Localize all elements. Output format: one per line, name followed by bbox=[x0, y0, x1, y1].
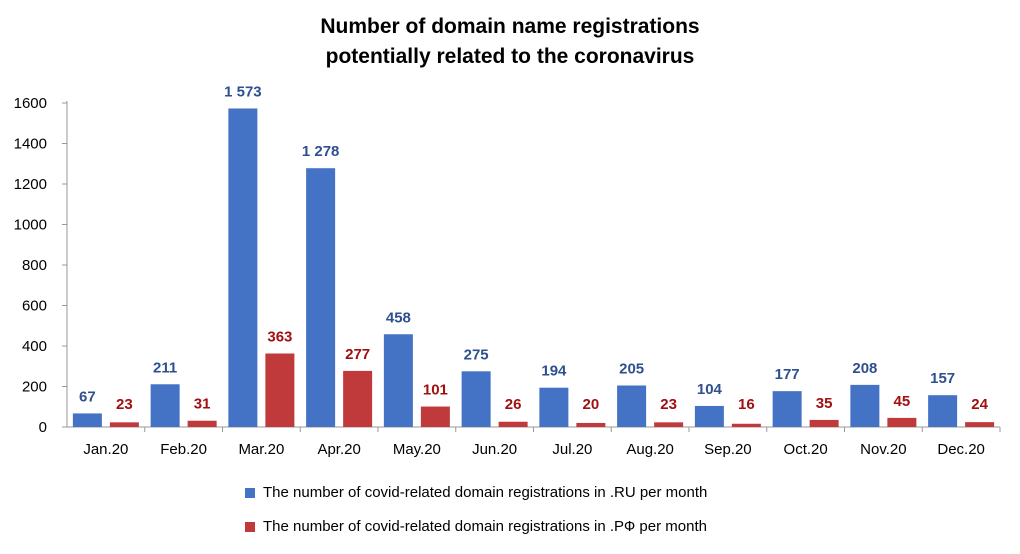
bar-ru bbox=[72, 413, 102, 427]
bar-rf bbox=[343, 370, 373, 427]
x-tick-label: May.20 bbox=[393, 441, 441, 458]
bar-ru bbox=[150, 384, 180, 427]
bar-rf bbox=[109, 422, 139, 427]
legend-label-rf: The number of covid-related domain regis… bbox=[263, 518, 707, 535]
data-label-ru: 1 278 bbox=[302, 143, 340, 160]
x-tick-label: Mar.20 bbox=[238, 441, 284, 458]
data-label-ru: 194 bbox=[541, 363, 567, 380]
bar-ru bbox=[383, 334, 413, 427]
data-label-ru: 208 bbox=[852, 360, 877, 377]
bar-ru bbox=[228, 108, 258, 427]
legend-swatch-ru bbox=[245, 487, 255, 498]
data-label-rf: 24 bbox=[971, 396, 988, 413]
data-label-rf: 363 bbox=[267, 328, 292, 345]
data-label-ru: 104 bbox=[697, 381, 723, 398]
y-tick-label: 1400 bbox=[14, 136, 47, 153]
data-label-ru: 211 bbox=[153, 359, 177, 376]
bar-ru bbox=[772, 391, 802, 427]
bar-ru bbox=[461, 371, 491, 427]
data-label-ru: 157 bbox=[930, 370, 955, 387]
y-tick-label: 200 bbox=[22, 379, 47, 396]
y-tick-label: 600 bbox=[22, 298, 47, 315]
chart-title-line2: potentially related to the coronavirus bbox=[325, 45, 695, 68]
bar-rf bbox=[887, 417, 917, 427]
y-tick-label: 1600 bbox=[14, 95, 47, 112]
y-tick-label: 1200 bbox=[14, 176, 47, 193]
x-tick-label: Jul.20 bbox=[552, 441, 592, 458]
bar-rf bbox=[498, 421, 528, 427]
data-label-rf: 26 bbox=[505, 396, 522, 413]
legend-item-ru: The number of covid-related domain regis… bbox=[245, 484, 707, 501]
bar-ru bbox=[539, 387, 569, 427]
chart-title: Number of domain name registrations pote… bbox=[0, 12, 1020, 72]
data-label-rf: 277 bbox=[345, 346, 370, 363]
x-tick-label: Nov.20 bbox=[860, 441, 906, 458]
x-tick-label: Sep.20 bbox=[704, 441, 752, 458]
x-tick-label: Aug.20 bbox=[626, 441, 674, 458]
x-tick-label: Dec.20 bbox=[937, 441, 985, 458]
chart-title-line1: Number of domain name registrations bbox=[320, 15, 700, 38]
data-label-rf: 20 bbox=[583, 396, 600, 413]
data-label-rf: 31 bbox=[194, 396, 211, 413]
data-label-rf: 45 bbox=[894, 393, 911, 410]
data-label-rf: 23 bbox=[116, 396, 133, 413]
data-label-ru: 275 bbox=[464, 346, 489, 363]
x-tick-label: Jan.20 bbox=[83, 441, 128, 458]
bar-rf bbox=[654, 422, 684, 427]
x-tick-label: Feb.20 bbox=[160, 441, 207, 458]
bar-ru bbox=[306, 168, 336, 427]
data-label-rf: 101 bbox=[423, 382, 448, 399]
legend-swatch-rf bbox=[245, 521, 255, 532]
plot-area: 0 200 400 600 800 1000 1200 1400 1600 67 23 Jan.20 2… bbox=[14, 83, 1001, 458]
bar-rf bbox=[420, 406, 450, 427]
data-label-ru: 67 bbox=[79, 388, 96, 405]
bar-rf bbox=[265, 353, 295, 427]
bar-ru bbox=[850, 384, 880, 427]
bar-rf bbox=[731, 423, 761, 427]
bar-ru bbox=[694, 405, 724, 427]
legend-item-rf: The number of covid-related domain regis… bbox=[245, 518, 707, 535]
y-tick-label: 0 bbox=[39, 419, 47, 436]
data-label-ru: 458 bbox=[386, 309, 411, 326]
data-label-ru: 1 573 bbox=[224, 83, 262, 100]
y-tick-label: 400 bbox=[22, 338, 47, 355]
x-tick-label: Apr.20 bbox=[317, 441, 360, 458]
data-label-ru: 177 bbox=[775, 366, 800, 383]
data-label-rf: 16 bbox=[738, 396, 755, 413]
x-tick-label: Jun.20 bbox=[472, 441, 517, 458]
bar-rf bbox=[576, 422, 606, 427]
x-tick-label: Oct.20 bbox=[784, 441, 828, 458]
y-tick-label: 800 bbox=[22, 257, 47, 274]
data-label-rf: 35 bbox=[816, 395, 833, 412]
y-tick-label: 1000 bbox=[14, 217, 47, 234]
legend-label-ru: The number of covid-related domain regis… bbox=[263, 484, 708, 501]
bar-rf bbox=[809, 419, 839, 427]
bar-ru bbox=[928, 395, 958, 427]
data-label-ru: 205 bbox=[619, 360, 644, 377]
data-label-rf: 23 bbox=[660, 396, 677, 413]
bar-rf bbox=[187, 420, 217, 427]
bar-rf bbox=[965, 422, 995, 427]
bar-ru bbox=[617, 385, 647, 427]
